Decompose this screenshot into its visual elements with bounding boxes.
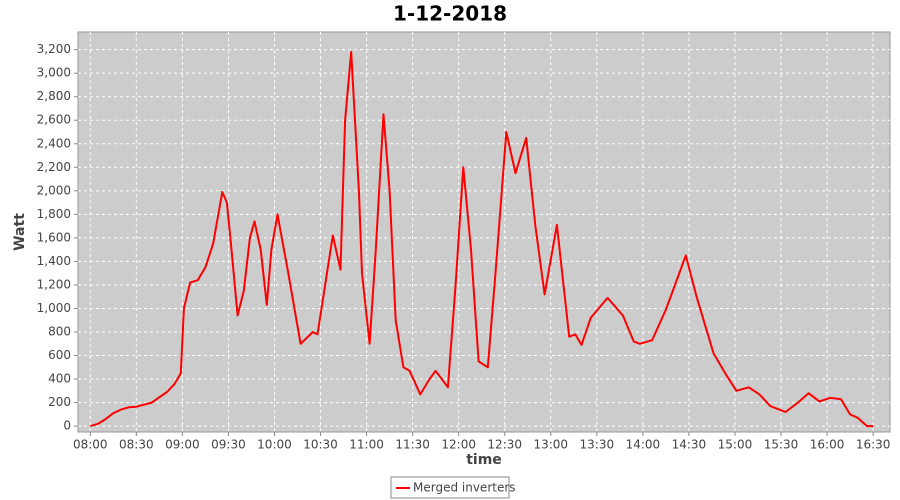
x-tick-label: 16:00 [810,438,845,452]
x-tick-label: 12:30 [487,438,522,452]
y-tick-label: 400 [48,372,71,386]
x-axis-label: time [466,452,502,468]
x-tick-label: 15:00 [718,438,753,452]
x-tick-label: 10:00 [257,438,292,452]
y-tick-label: 2,800 [37,89,71,103]
x-tick-label: 11:30 [395,438,430,452]
y-tick-label: 1,400 [37,254,71,268]
x-tick-label: 13:00 [533,438,568,452]
x-tick-label: 14:00 [626,438,661,452]
y-tick-label: 2,000 [37,183,71,197]
y-tick-label: 3,000 [37,66,71,80]
x-tick-label: 16:30 [856,438,891,452]
y-tick-label: 200 [48,395,71,409]
y-tick-label: 800 [48,325,71,339]
y-axis-label: Watt [12,213,28,251]
x-tick-label: 09:30 [211,438,246,452]
y-tick-label: 600 [48,348,71,362]
x-tick-label: 13:30 [580,438,615,452]
x-tick-label: 15:30 [764,438,799,452]
x-tick-label: 08:00 [73,438,108,452]
y-tick-label: 1,800 [37,207,71,221]
y-tick-label: 2,600 [37,113,71,127]
line [90,51,874,428]
y-tick-label: 1,200 [37,277,71,291]
x-tick-label: 08:30 [119,438,154,452]
y-tick-label: 1,000 [37,301,71,315]
x-tick-label: 09:00 [165,438,200,452]
y-tick-label: 3,200 [37,42,71,56]
y-tick-label: 2,200 [37,160,71,174]
legend-label: Merged inverters [413,481,516,495]
x-tick-label: 14:30 [672,438,707,452]
x-tick-label: 11:00 [349,438,384,452]
legend [390,476,510,499]
x-tick-label: 10:30 [303,438,338,452]
y-tick-label: 1,600 [37,230,71,244]
y-tick-label: 2,400 [37,136,71,150]
x-tick-label: 12:00 [441,438,476,452]
plot-area [77,31,891,433]
y-tick-label: 0 [63,419,71,433]
chart-title: 1-12-2018 [393,2,507,26]
